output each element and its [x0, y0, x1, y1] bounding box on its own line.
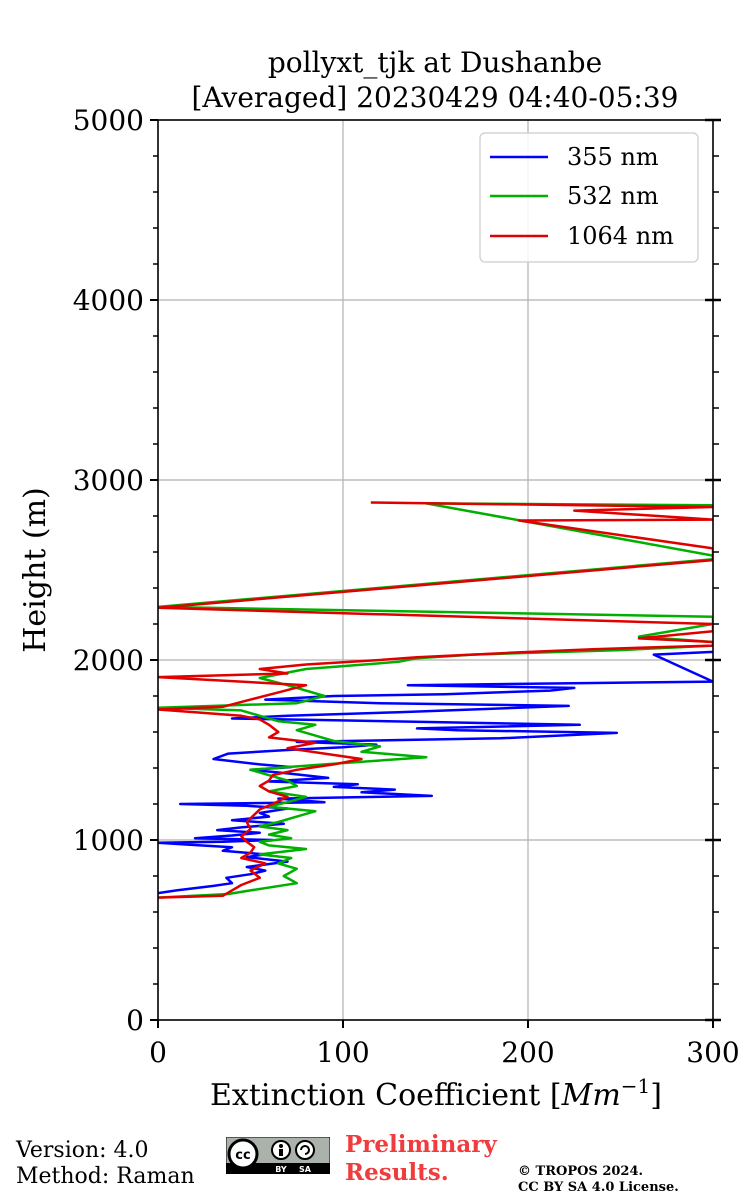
y-tick-label: 1000 [73, 824, 144, 857]
x-tick-label: 200 [501, 1036, 554, 1069]
legend-label-532: 532 nm [567, 182, 659, 210]
y-tick-label: 0 [126, 1004, 144, 1037]
copyright-notice: © TROPOS 2024. CC BY SA 4.0 License. [518, 1164, 679, 1196]
legend-label-355: 355 nm [567, 143, 659, 171]
chart-title-line2: [Averaged] 20230429 04:40-05:39 [192, 81, 679, 114]
copyright-line1: © TROPOS 2024. [518, 1164, 644, 1179]
y-tick-label: 5000 [73, 104, 144, 137]
legend-label-1064: 1064 nm [567, 222, 674, 250]
copyright-line2: CC BY SA 4.0 License. [518, 1180, 679, 1195]
series-layer [158, 501, 713, 899]
y-tick-label: 2000 [73, 644, 144, 677]
y-tick-label: 4000 [73, 284, 144, 317]
version-text: Version: 4.0 [16, 1138, 149, 1163]
series-line-355-nm [158, 650, 713, 895]
plot-frame [157, 119, 714, 1021]
x-tick-label: 100 [316, 1036, 369, 1069]
legend-box [479, 132, 699, 263]
method-text: Method: Raman [16, 1164, 195, 1189]
y-tick-label: 3000 [73, 464, 144, 497]
cc-by-sa-badge-icon: cc BY SA [226, 1137, 330, 1174]
preliminary-line1: Preliminary [345, 1131, 497, 1158]
y-axis-label: Height (m) [18, 487, 53, 652]
footer-info: Version: 4.0 Method: Raman [16, 1138, 195, 1190]
x-tick-label: 300 [686, 1036, 739, 1069]
cc-logo-text: cc [235, 1148, 250, 1163]
cc-by-text: BY [275, 1165, 287, 1174]
chart-title-line1: pollyxt_tjk at Dushanbe [268, 46, 602, 79]
cc-sa-text: SA [299, 1165, 312, 1174]
x-axis-label: Extinction Coefficient [Mm−1] [210, 1074, 662, 1113]
x-tick-label: 0 [149, 1036, 167, 1069]
tick-layer [150, 118, 721, 1028]
preliminary-line2: Results. [345, 1159, 449, 1186]
preliminary-notice: Preliminary Results. [345, 1131, 497, 1187]
legend: 355 nm 532 nm 1064 nm [479, 132, 699, 263]
series-line-1064-nm [158, 501, 713, 899]
